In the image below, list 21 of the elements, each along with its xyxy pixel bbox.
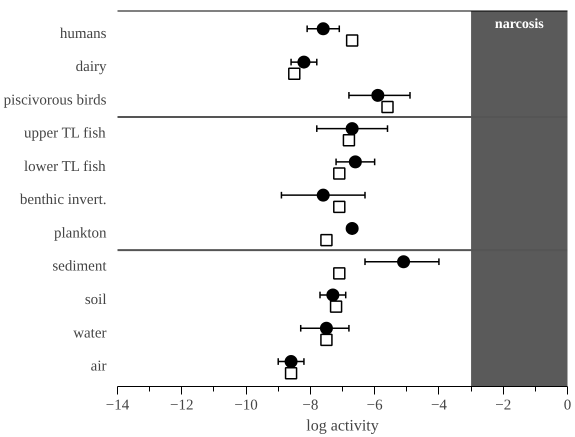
y-tick-label: benthic invert. xyxy=(20,192,106,208)
y-tick-label: air xyxy=(90,358,107,375)
x-tick-label: −12 xyxy=(170,398,194,414)
x-tick-label: −4 xyxy=(430,398,448,414)
x-tick-label: −6 xyxy=(366,398,384,414)
y-tick-label: water xyxy=(73,325,107,342)
y-tick-label: dairy xyxy=(76,59,107,76)
band-label: narcosis xyxy=(494,17,544,32)
y-tick-label: soil xyxy=(84,292,107,308)
y-tick-label: humans xyxy=(60,26,107,42)
y-tick-label: upper TL fish xyxy=(24,126,106,142)
x-tick-label: −14 xyxy=(106,398,130,414)
x-tick-label: 0 xyxy=(564,398,572,414)
x-tick-label: −10 xyxy=(234,398,258,414)
y-tick-label: sediment xyxy=(52,258,108,275)
x-axis-title: log activity xyxy=(306,418,379,434)
x-tick-label: −8 xyxy=(302,398,318,414)
y-tick-label: piscivorous birds xyxy=(4,92,107,108)
y-tick-label: lower TL fish xyxy=(24,158,106,175)
y-tick-label: plankton xyxy=(54,225,107,242)
x-tick-label: −2 xyxy=(495,398,512,414)
